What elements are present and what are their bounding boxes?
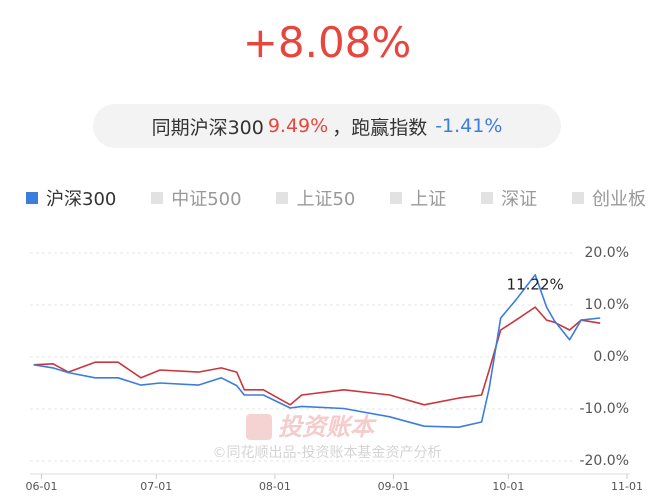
legend-swatch — [481, 192, 494, 204]
legend-item[interactable]: 沪深300 — [26, 185, 116, 211]
index-return: 9.49% — [267, 115, 329, 137]
series-line — [33, 306, 601, 406]
excess-return: -1.41% — [435, 115, 503, 137]
legend-label: 沪深300 — [46, 189, 117, 210]
x-tick-label: 11-01 — [611, 480, 643, 493]
x-tick-label: 10-01 — [492, 480, 524, 493]
legend-swatch — [151, 192, 164, 204]
y-tick-label: -20.0% — [579, 453, 629, 469]
watermark-logo-box — [246, 414, 272, 440]
pill-prefix: 同期沪深300 — [151, 116, 264, 139]
watermark: ©同花顺出品-投资账本基金资产分析 — [212, 444, 441, 461]
legend-item[interactable]: 上证 — [390, 185, 446, 211]
x-tick-label: 08-01 — [259, 480, 291, 493]
legend-swatch — [276, 192, 289, 204]
legend-label: 上证50 — [296, 189, 356, 210]
legend-item[interactable]: 创业板 — [572, 185, 646, 211]
watermark-logo: 投资账本 — [278, 413, 377, 441]
x-tick-label: 07-01 — [140, 480, 172, 493]
legend-label: 创业板 — [592, 189, 646, 210]
y-tick-label: 0.0% — [593, 349, 629, 365]
legend-item[interactable]: 上证50 — [276, 185, 355, 211]
legend: 沪深300 中证500 上证50 上证 深证 创业板 — [26, 185, 646, 211]
peak-annotation: 11.22% — [507, 275, 564, 293]
legend-label: 中证500 — [171, 189, 242, 210]
legend-item[interactable]: 中证500 — [151, 185, 242, 211]
pill-middle: ，跑赢指数 — [332, 116, 428, 139]
x-tick-label: 09-01 — [378, 480, 410, 493]
y-tick-label: 10.0% — [585, 297, 629, 313]
legend-swatch — [572, 192, 584, 204]
x-tick-label: 06-01 — [25, 480, 57, 493]
y-tick-label: -10.0% — [579, 401, 629, 417]
legend-swatch — [390, 192, 403, 204]
legend-label: 深证 — [501, 189, 538, 210]
legend-label: 上证 — [410, 189, 447, 210]
comparison-pill: 同期沪深300 9.49% ，跑赢指数 -1.41% — [93, 104, 561, 148]
legend-item[interactable]: 深证 — [481, 185, 537, 211]
series-line — [33, 274, 601, 428]
legend-swatch — [26, 192, 38, 204]
return-title: +8.08% — [242, 18, 412, 67]
y-tick-label: 20.0% — [585, 245, 629, 261]
